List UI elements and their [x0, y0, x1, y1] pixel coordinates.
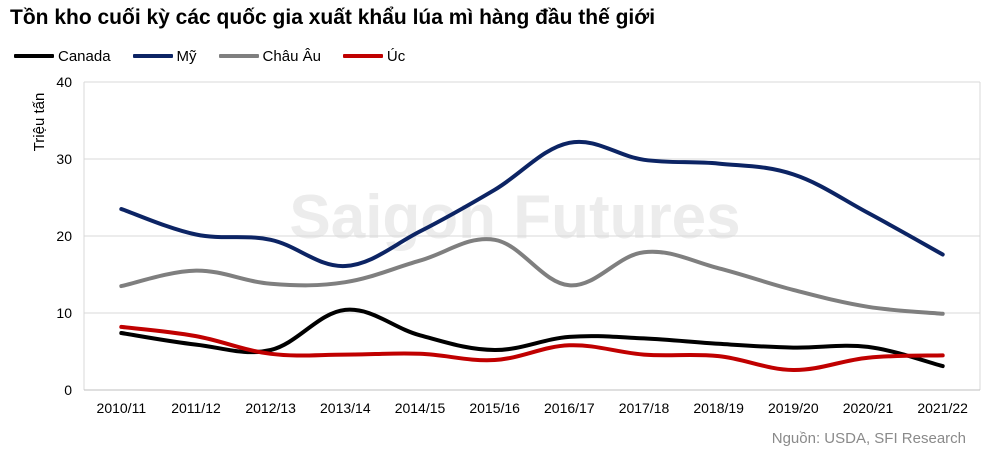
series-line-4 — [119, 324, 945, 373]
y-tick-label: 20 — [56, 228, 72, 244]
x-tick-label: 2016/17 — [544, 400, 595, 416]
legend-swatch — [218, 54, 259, 58]
series-line-2 — [119, 139, 945, 269]
x-tick-label: 2013/14 — [320, 400, 371, 416]
legend-swatch — [14, 54, 54, 58]
legend-label: Úc — [386, 47, 406, 65]
legend: Canada Mỹ Châu Âu Úc — [14, 46, 427, 66]
x-tick-label: 2019/20 — [768, 400, 819, 416]
y-tick-label: 30 — [56, 151, 72, 167]
y-tick-label: 10 — [56, 305, 72, 321]
source-note: Nguồn: USDA, SFI Research — [771, 430, 966, 447]
legend-label: Mỹ — [176, 47, 197, 65]
x-tick-label: 2018/19 — [693, 400, 744, 416]
series-line-3 — [119, 237, 945, 316]
x-tick-label: 2017/18 — [619, 400, 670, 416]
legend-swatch — [132, 54, 173, 58]
x-tick-label: 2014/15 — [395, 400, 446, 416]
x-tick-label: 2010/11 — [97, 400, 147, 416]
y-tick-label: 0 — [64, 382, 72, 398]
x-tick-label: 2012/13 — [245, 400, 296, 416]
legend-label: Canada — [58, 47, 111, 65]
legend-swatch — [342, 54, 383, 58]
legend-item: Úc — [342, 47, 406, 65]
y-axis-label: Triệu tấn — [31, 93, 48, 152]
watermark: Saigon Futures — [289, 183, 740, 252]
x-tick-label: 2015/16 — [469, 400, 520, 416]
legend-item: Canada — [14, 48, 111, 65]
series-line-1 — [119, 307, 945, 369]
x-tick-label: 2021/22 — [917, 400, 968, 416]
legend-item: Châu Âu — [218, 47, 321, 65]
legend-label: Châu Âu — [262, 47, 321, 65]
chart-title: Tồn kho cuối kỳ các quốc gia xuất khẩu l… — [10, 6, 656, 29]
x-tick-label: 2011/12 — [171, 400, 221, 416]
x-tick-label: 2020/21 — [843, 400, 894, 416]
legend-item: Mỹ — [132, 47, 197, 65]
y-tick-label: 40 — [56, 74, 72, 90]
